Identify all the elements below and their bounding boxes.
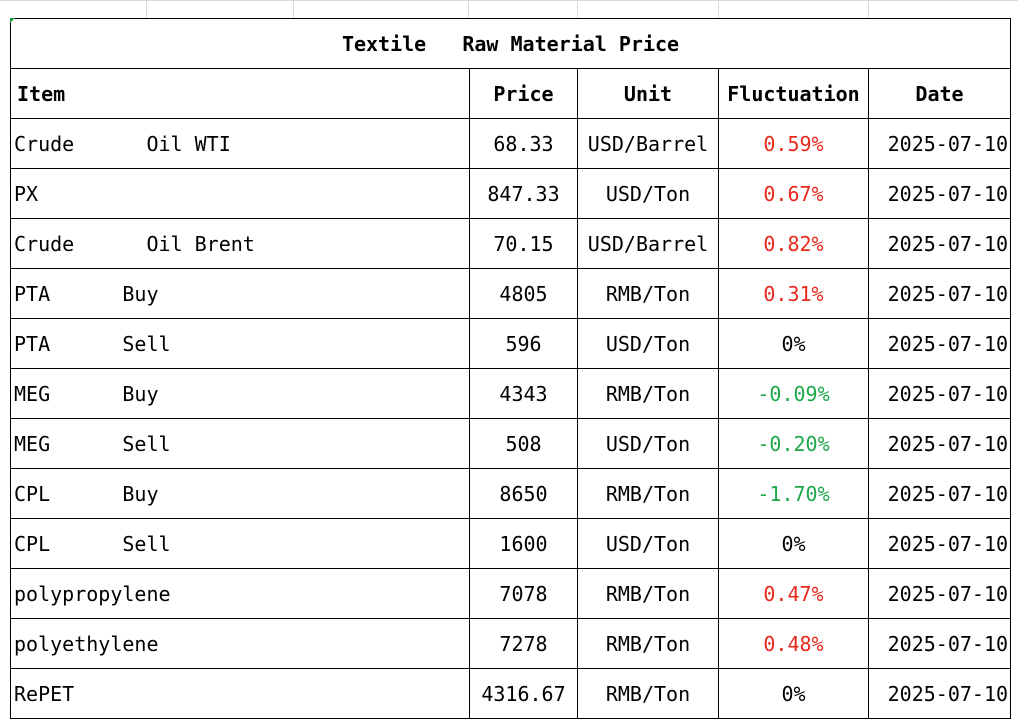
item-cell[interactable]: PTA Sell [10,318,470,369]
item-cell[interactable]: CPL Sell [10,518,470,569]
table-row: CPL Sell 1600 USD/Ton 0% 2025-07-10 [10,518,1012,569]
fluctuation-cell[interactable]: 0% [718,668,869,719]
item-cell[interactable]: MEG Buy [10,368,470,419]
unit-cell[interactable]: USD/Ton [577,518,719,569]
unit-cell[interactable]: RMB/Ton [577,568,719,619]
gridline [0,0,1018,1]
price-cell[interactable]: 7078 [469,568,578,619]
price-cell[interactable]: 847.33 [469,168,578,219]
unit-cell[interactable]: RMB/Ton [577,368,719,419]
date-cell[interactable]: 2025-07-10 [867,418,1012,469]
gridline [868,0,869,18]
fluctuation-cell[interactable]: 0.47% [718,568,869,619]
item-cell[interactable]: polypropylene [10,568,470,619]
fluctuation-cell[interactable]: -0.20% [718,418,869,469]
date-cell[interactable]: 2025-07-10 [867,668,1012,719]
date-cell[interactable]: 2025-07-10 [867,218,1012,269]
fluctuation-cell[interactable]: -0.09% [718,368,869,419]
unit-cell[interactable]: USD/Ton [577,168,719,219]
date-cell[interactable]: 2025-07-10 [867,118,1012,169]
fluctuation-cell[interactable]: 0% [718,518,869,569]
item-cell[interactable]: MEG Sell [10,418,470,469]
table-row: Crude Oil WTI 68.33 USD/Barrel 0.59% 2025-07… [10,118,1012,169]
table-row: PX 847.33 USD/Ton 0.67% 2025-07-10 [10,168,1012,219]
table-row: RePET 4316.67 RMB/Ton 0% 2025-07-10 [10,668,1012,719]
header-price[interactable]: Price [469,68,578,119]
fluctuation-cell[interactable]: 0.82% [718,218,869,269]
table-row: Crude Oil Brent 70.15 USD/Barrel 0.82% 2025-… [10,218,1012,269]
gridline [293,0,294,18]
item-cell[interactable]: polyethylene [10,618,470,669]
item-cell[interactable]: PX [10,168,470,219]
date-cell[interactable]: 2025-07-10 [867,618,1012,669]
unit-cell[interactable]: RMB/Ton [577,618,719,669]
table-row: polyethylene 7278 RMB/Ton 0.48% 2025-07-10 [10,618,1012,669]
price-table: Textile Raw Material Price Item Price Un… [9,18,1012,719]
title-row: Textile Raw Material Price [9,18,1012,69]
date-cell[interactable]: 2025-07-10 [867,468,1012,519]
unit-cell[interactable]: USD/Ton [577,318,719,369]
fluctuation-cell[interactable]: -1.70% [718,468,869,519]
price-cell[interactable]: 8650 [469,468,578,519]
price-cell[interactable]: 68.33 [469,118,578,169]
header-row: Item Price Unit Fluctuation Date [10,68,1012,119]
fluctuation-cell[interactable]: 0% [718,318,869,369]
table-row: PTA Sell 596 USD/Ton 0% 2025-07-10 [10,318,1012,369]
header-fluctuation[interactable]: Fluctuation [718,68,869,119]
item-cell[interactable]: CPL Buy [10,468,470,519]
header-item[interactable]: Item [10,68,470,119]
unit-cell[interactable]: RMB/Ton [577,268,719,319]
header-unit[interactable]: Unit [577,68,719,119]
unit-cell[interactable]: RMB/Ton [577,668,719,719]
price-cell[interactable]: 4343 [469,368,578,419]
date-cell[interactable]: 2025-07-10 [867,268,1012,319]
table-row: CPL Buy 8650 RMB/Ton -1.70% 2025-07-10 [10,468,1012,519]
unit-cell[interactable]: USD/Ton [577,418,719,469]
item-cell[interactable]: PTA Buy [10,268,470,319]
fluctuation-cell[interactable]: 0.67% [718,168,869,219]
gridline [718,0,719,18]
table-row: MEG Sell 508 USD/Ton -0.20% 2025-07-10 [10,418,1012,469]
fluctuation-cell[interactable]: 0.48% [718,618,869,669]
gridline [146,0,147,18]
date-cell[interactable]: 2025-07-10 [867,518,1012,569]
cell-corner-marker [10,18,15,23]
price-cell[interactable]: 7278 [469,618,578,669]
unit-cell[interactable]: RMB/Ton [577,468,719,519]
header-date[interactable]: Date [867,68,1012,119]
table-row: polypropylene 7078 RMB/Ton 0.47% 2025-07-10 [10,568,1012,619]
item-cell[interactable]: RePET [10,668,470,719]
price-cell[interactable]: 508 [469,418,578,469]
price-cell[interactable]: 4805 [469,268,578,319]
gridline [577,0,578,18]
fluctuation-cell[interactable]: 0.59% [718,118,869,169]
date-cell[interactable]: 2025-07-10 [867,368,1012,419]
price-cell[interactable]: 596 [469,318,578,369]
price-cell[interactable]: 1600 [469,518,578,569]
date-cell[interactable]: 2025-07-10 [867,168,1012,219]
table-row: MEG Buy 4343 RMB/Ton -0.09% 2025-07-10 [10,368,1012,419]
price-cell[interactable]: 4316.67 [469,668,578,719]
date-cell[interactable]: 2025-07-10 [867,318,1012,369]
unit-cell[interactable]: USD/Barrel [577,118,719,169]
item-cell[interactable]: Crude Oil WTI [10,118,470,169]
price-cell[interactable]: 70.15 [469,218,578,269]
unit-cell[interactable]: USD/Barrel [577,218,719,269]
fluctuation-cell[interactable]: 0.31% [718,268,869,319]
table-title[interactable]: Textile Raw Material Price [9,18,1012,69]
item-cell[interactable]: Crude Oil Brent [10,218,470,269]
date-cell[interactable]: 2025-07-10 [867,568,1012,619]
gridline [468,0,469,18]
table-row: PTA Buy 4805 RMB/Ton 0.31% 2025-07-10 [10,268,1012,319]
